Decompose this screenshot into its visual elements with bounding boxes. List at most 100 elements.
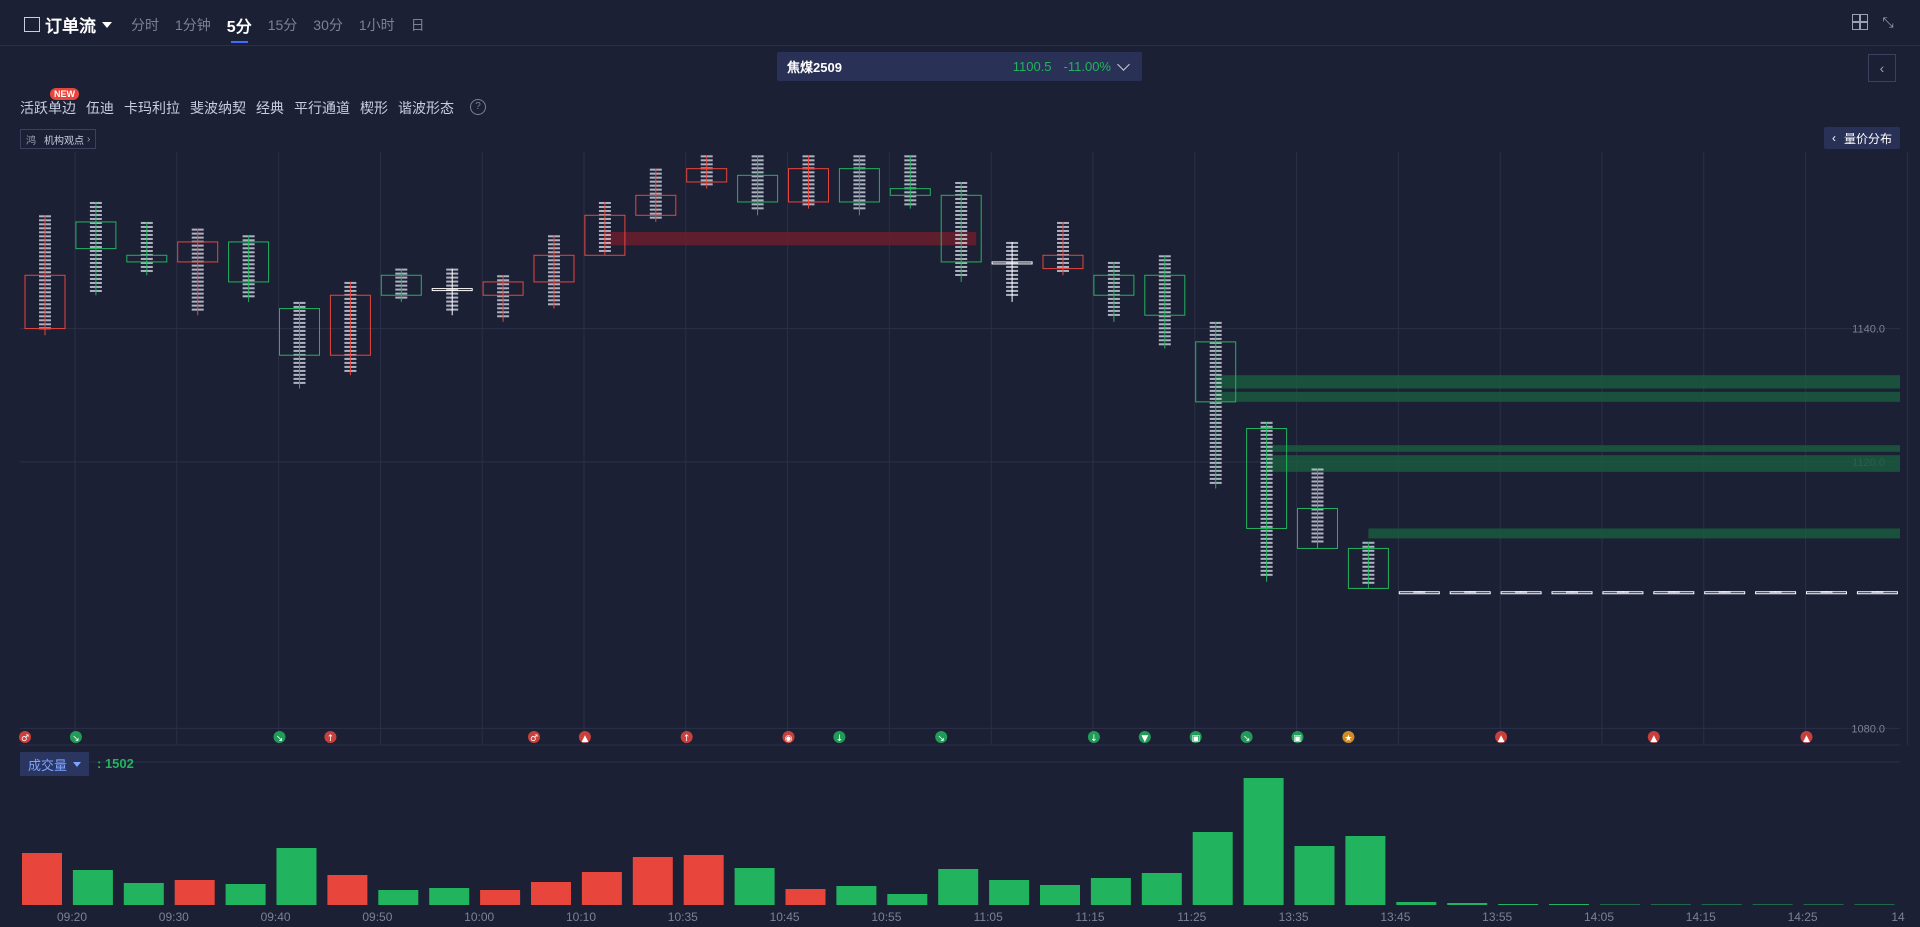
signal-marker-icon — [19, 731, 31, 743]
chevron-left-button[interactable]: ‹ — [1868, 54, 1896, 82]
candle-body — [1653, 591, 1695, 595]
candle-body — [279, 308, 320, 356]
time-label: 09:40 — [261, 910, 291, 924]
top-bar: 订单流 分时 1分钟 5分 15分 30分 1小时 日 ⤡ — [0, 0, 1920, 46]
time-label: 10:45 — [770, 910, 800, 924]
tool-woodie[interactable]: 伍迪 — [86, 100, 114, 116]
collapse-icon[interactable]: ⤡ — [1882, 14, 1894, 30]
signal-marker-glyph: ↘ — [1243, 734, 1251, 744]
tab-1hour[interactable]: 1小时 — [358, 17, 395, 33]
candle-body — [1347, 547, 1389, 589]
candle-body — [1093, 274, 1135, 296]
volume-bar — [429, 888, 470, 905]
help-icon[interactable]: ? — [470, 99, 486, 115]
signal-marker-glyph: ↘ — [72, 734, 80, 744]
time-label: 10:35 — [668, 910, 698, 924]
candle-body — [380, 274, 422, 296]
chart-icon — [24, 17, 40, 32]
signal-marker-icon — [1087, 731, 1100, 743]
tab-15min[interactable]: 15分 — [267, 17, 298, 33]
volume-selector[interactable]: 成交量 — [20, 752, 90, 776]
tab-5min[interactable]: 5分 — [227, 13, 252, 43]
candle-body — [1806, 591, 1847, 595]
volume-bar — [1090, 878, 1131, 905]
volume-bar — [1040, 885, 1080, 905]
signal-marker-glyph: ↓ — [1090, 734, 1098, 744]
volume-bar — [989, 880, 1030, 905]
new-badge: NEW — [50, 88, 79, 100]
tool-active-single[interactable]: 活跃单边 — [20, 100, 76, 116]
tool-parallel-channel[interactable]: 平行通道 — [294, 100, 350, 116]
candle-body — [1297, 507, 1338, 549]
candle-body — [1755, 591, 1797, 595]
institution-view-button[interactable]: 鸿 机构观点 › — [20, 129, 97, 149]
volume-bar — [174, 880, 215, 905]
volume-bar — [1803, 904, 1844, 905]
app-title[interactable]: 订单流 — [24, 12, 112, 37]
candle-body — [482, 281, 524, 296]
signal-marker-glyph: ▼ — [1141, 734, 1148, 744]
volume-profile-label: 量价分布 — [1843, 131, 1892, 146]
tool-classic[interactable]: 经典 — [256, 100, 284, 116]
candle-body — [228, 241, 270, 283]
time-label: 13:45 — [1380, 910, 1410, 924]
candle-body — [940, 194, 982, 263]
signal-marker-icon — [324, 731, 337, 743]
volume-bar — [225, 884, 266, 905]
signal-marker-glyph: ◉ — [785, 734, 793, 744]
candle-body — [1398, 591, 1440, 595]
layout-grid-icon[interactable] — [1852, 14, 1868, 30]
candle-body — [329, 294, 371, 356]
contract-selector[interactable]: 焦煤2509 1100.5 -11.00% — [777, 52, 1142, 81]
tool-harmonic[interactable]: 谐波形态 — [398, 100, 454, 116]
volume-bar — [123, 883, 164, 905]
signal-marker-icon — [935, 731, 948, 743]
volume-bar — [1701, 904, 1742, 905]
volume-value: : 1502 — [97, 756, 134, 771]
candle-body — [1602, 591, 1644, 595]
time-label: 14:25 — [1788, 910, 1818, 924]
volume-bar — [683, 855, 724, 905]
signal-marker-icon — [1647, 731, 1660, 743]
candle-body — [1704, 591, 1746, 595]
signal-marker-glyph: ↘ — [937, 734, 945, 744]
signal-marker-glyph: ↑ — [327, 734, 335, 744]
volume-bar — [1549, 904, 1589, 905]
contract-change: -11.00% — [1063, 59, 1111, 74]
volume-profile-button[interactable]: ‹ 量价分布 — [1823, 127, 1900, 149]
time-label: 10:10 — [566, 910, 596, 924]
signal-marker-icon — [273, 731, 286, 743]
tool-wedge[interactable]: 楔形 — [360, 100, 388, 116]
chevron-right-icon: › — [87, 133, 91, 145]
candle-body — [533, 254, 575, 283]
candle-body — [24, 274, 66, 330]
tab-day[interactable]: 日 — [410, 17, 425, 33]
tool-fibonacci[interactable]: 斐波纳契 — [190, 100, 246, 116]
volume-bar — [632, 857, 673, 905]
tab-30min[interactable]: 30分 — [313, 17, 343, 33]
signal-marker-icon — [1800, 731, 1813, 743]
signal-marker-glyph: ▣ — [1191, 734, 1200, 744]
time-label: 14 — [1891, 910, 1905, 924]
tab-fenshi[interactable]: 分时 — [131, 17, 159, 33]
signal-marker-icon — [833, 731, 846, 743]
tool-camarilla[interactable]: 卡玛利拉 — [124, 100, 180, 116]
signal-marker-icon — [1342, 731, 1355, 743]
chevron-left-icon: ‹ — [1831, 131, 1836, 145]
candle-body — [788, 168, 829, 203]
price-zone — [1215, 375, 1900, 389]
top-right-icons: ⤡ — [1852, 14, 1896, 30]
tab-1min[interactable]: 1分钟 — [175, 17, 211, 33]
volume-bar — [1243, 778, 1284, 905]
volume-bar — [887, 894, 928, 905]
candle-body — [1856, 591, 1898, 595]
signal-marker-glyph: ↘ — [276, 734, 284, 744]
volume-bar — [1396, 902, 1437, 905]
time-label: 14:05 — [1584, 910, 1614, 924]
time-label: 14:15 — [1686, 910, 1716, 924]
volume-bar — [327, 875, 368, 905]
signal-marker-glyph: ↑ — [683, 734, 691, 744]
contract-name: 焦煤2509 — [787, 60, 842, 75]
time-label: 11:05 — [974, 910, 1003, 924]
